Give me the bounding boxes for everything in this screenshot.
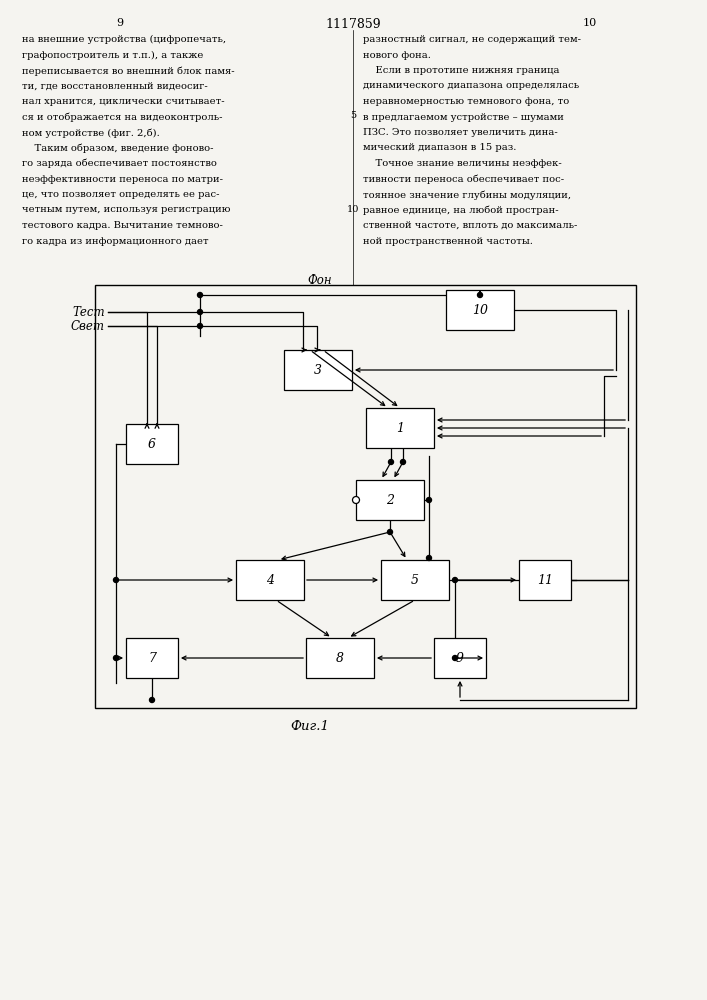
Text: 7: 7: [148, 652, 156, 664]
Circle shape: [426, 556, 431, 560]
Text: Фиг.1: Фиг.1: [291, 720, 329, 733]
Circle shape: [477, 292, 482, 298]
Text: 10: 10: [583, 18, 597, 28]
Circle shape: [114, 578, 119, 582]
Text: графопостроитель и т.п.), а также: графопостроитель и т.п.), а также: [22, 50, 204, 60]
Circle shape: [389, 460, 394, 464]
Bar: [306, 638, 374, 678]
Text: 9: 9: [117, 18, 124, 28]
Text: 10: 10: [347, 205, 359, 214]
Text: 2: 2: [386, 493, 394, 506]
Bar: [284, 350, 352, 390]
Text: 4: 4: [266, 574, 274, 586]
Text: Точное знание величины неэффек-: Точное знание величины неэффек-: [363, 159, 562, 168]
Text: нового фона.: нового фона.: [363, 50, 431, 60]
Text: го кадра из информационного дает: го кадра из информационного дает: [22, 236, 209, 245]
Text: го заряда обеспечивает постоянство: го заряда обеспечивает постоянство: [22, 159, 217, 168]
Text: неравномерностью темнового фона, то: неравномерностью темнового фона, то: [363, 97, 569, 106]
Text: тивности переноса обеспечивает пос-: тивности переноса обеспечивает пос-: [363, 174, 564, 184]
Text: динамического диапазона определялась: динамического диапазона определялась: [363, 82, 579, 91]
Circle shape: [426, 497, 431, 502]
Circle shape: [400, 460, 406, 464]
Text: тестового кадра. Вычитание темново-: тестового кадра. Вычитание темново-: [22, 221, 223, 230]
Bar: [126, 638, 178, 678]
Text: ственной частоте, вплоть до максималь-: ственной частоте, вплоть до максималь-: [363, 221, 578, 230]
Text: ной пространственной частоты.: ной пространственной частоты.: [363, 236, 533, 245]
Circle shape: [114, 656, 119, 660]
Text: 1117859: 1117859: [325, 18, 381, 31]
Text: 5: 5: [411, 574, 419, 586]
Bar: [366, 408, 434, 448]
Circle shape: [387, 530, 392, 534]
Text: Если в прототипе нижняя граница: Если в прототипе нижняя граница: [363, 66, 559, 75]
Text: ПЗС. Это позволяет увеличить дина-: ПЗС. Это позволяет увеличить дина-: [363, 128, 558, 137]
Bar: [519, 560, 571, 600]
Text: в предлагаемом устройстве – шумами: в предлагаемом устройстве – шумами: [363, 112, 564, 121]
Text: 11: 11: [537, 574, 553, 586]
Text: переписывается во внешний блок памя-: переписывается во внешний блок памя-: [22, 66, 235, 76]
Circle shape: [197, 324, 202, 328]
Text: ном устройстве (фиг. 2,б).: ном устройстве (фиг. 2,б).: [22, 128, 160, 137]
Bar: [126, 424, 178, 464]
Circle shape: [149, 698, 155, 702]
Text: нал хранится, циклически считывает-: нал хранится, циклически считывает-: [22, 97, 225, 106]
Text: це, что позволяет определять ее рас-: це, что позволяет определять ее рас-: [22, 190, 219, 199]
Circle shape: [353, 496, 359, 504]
Circle shape: [197, 292, 202, 298]
Text: Фон: Фон: [308, 274, 332, 287]
Text: 1: 1: [396, 422, 404, 434]
Text: ти, где восстановленный видеосиг-: ти, где восстановленный видеосиг-: [22, 82, 208, 91]
Text: неэффективности переноса по матри-: неэффективности переноса по матри-: [22, 174, 223, 184]
Text: 6: 6: [148, 438, 156, 450]
Bar: [381, 560, 449, 600]
Bar: [95, 285, 636, 708]
Bar: [356, 480, 424, 520]
Circle shape: [452, 578, 457, 582]
Bar: [446, 290, 514, 330]
Text: тоянное значение глубины модуляции,: тоянное значение глубины модуляции,: [363, 190, 571, 200]
Text: ся и отображается на видеоконтроль-: ся и отображается на видеоконтроль-: [22, 112, 223, 122]
Text: 5: 5: [350, 110, 356, 119]
Text: разностный сигнал, не содержащий тем-: разностный сигнал, не содержащий тем-: [363, 35, 581, 44]
Text: 9: 9: [456, 652, 464, 664]
Text: Свет: Свет: [71, 320, 105, 332]
Text: Таким образом, введение фоново-: Таким образом, введение фоново-: [22, 143, 214, 153]
Circle shape: [197, 310, 202, 314]
Text: мический диапазон в 15 раз.: мический диапазон в 15 раз.: [363, 143, 516, 152]
Text: 10: 10: [472, 304, 488, 316]
Circle shape: [452, 656, 457, 660]
Bar: [434, 638, 486, 678]
Text: равное единице, на любой простран-: равное единице, на любой простран-: [363, 206, 559, 215]
Text: 8: 8: [336, 652, 344, 664]
Text: Тест: Тест: [72, 306, 105, 318]
Text: 3: 3: [314, 363, 322, 376]
Text: четным путем, используя регистрацию: четным путем, используя регистрацию: [22, 206, 230, 215]
Text: на внешние устройства (цифропечать,: на внешние устройства (цифропечать,: [22, 35, 226, 44]
Bar: [236, 560, 304, 600]
